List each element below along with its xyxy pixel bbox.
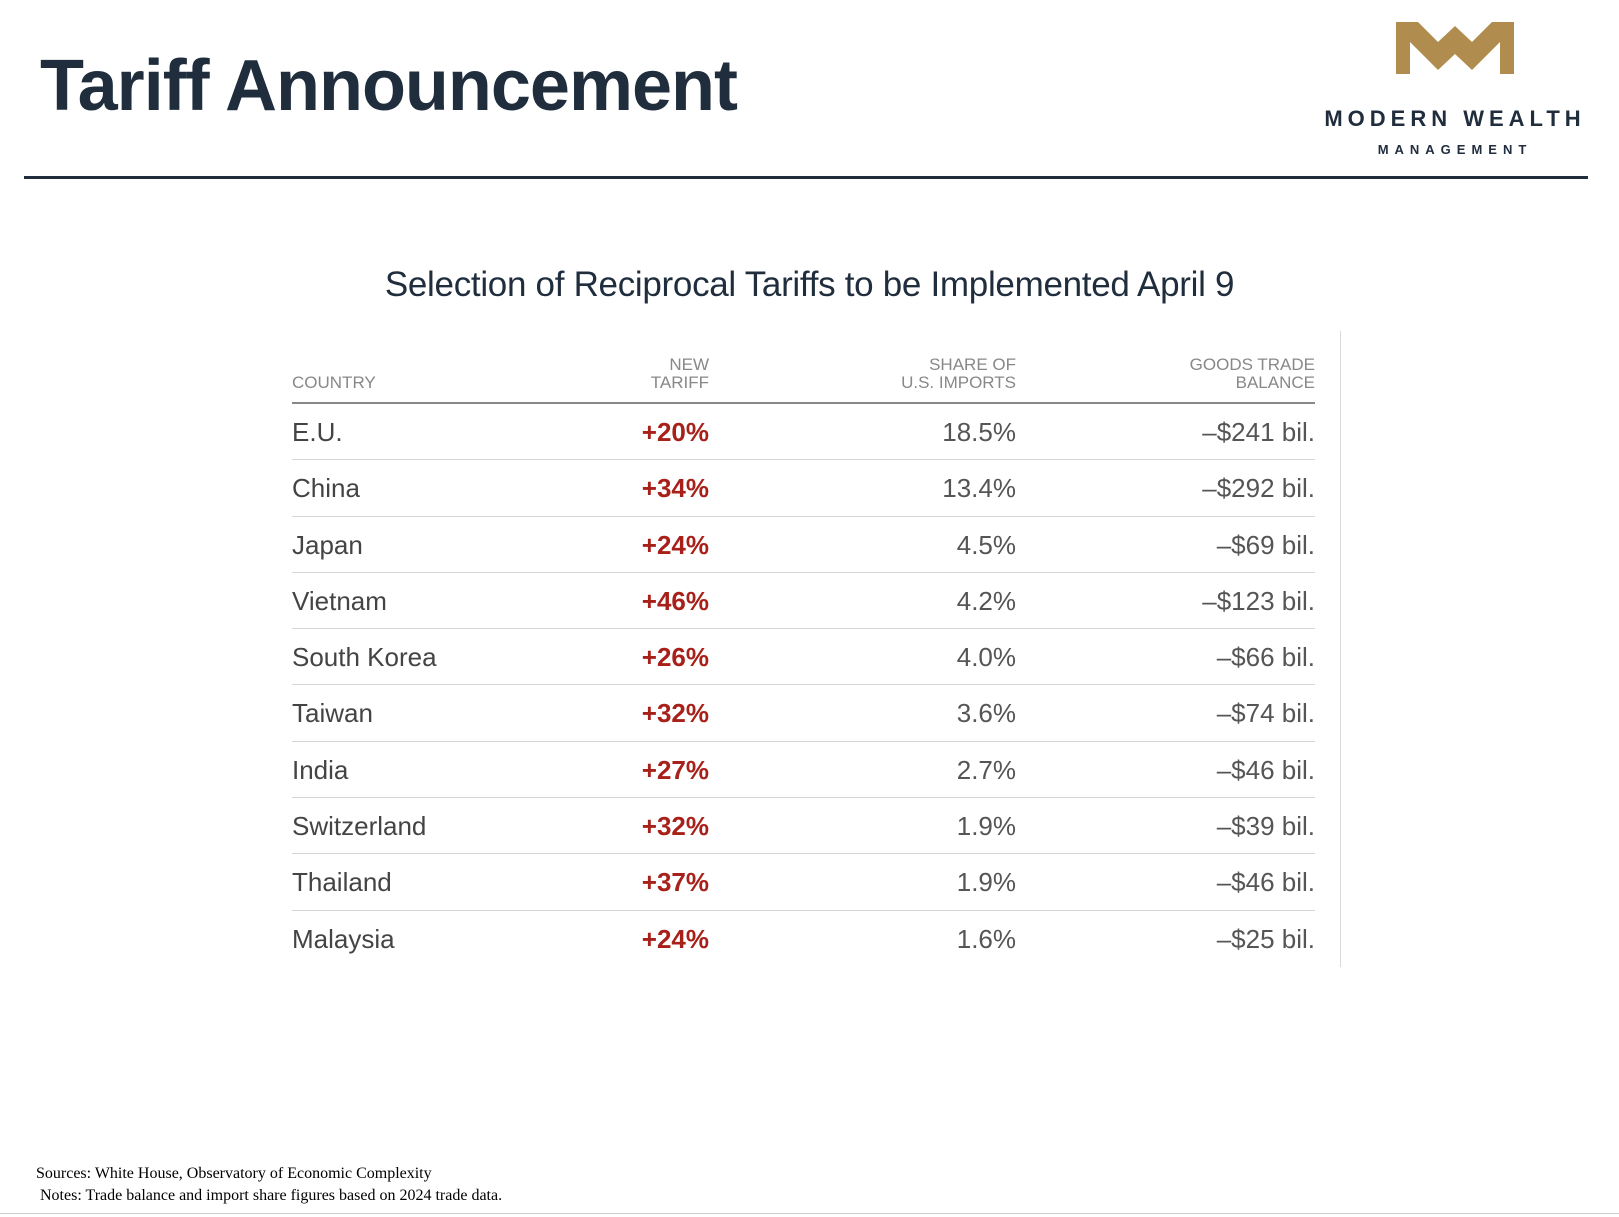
- cell-country: South Korea: [292, 642, 437, 673]
- table-row: China +34% 13.4% –$292 bil.: [292, 460, 1315, 517]
- cell-country: China: [292, 473, 360, 504]
- cell-trade-balance: –$46 bil.: [1216, 867, 1315, 898]
- cell-share-imports: 3.6%: [956, 698, 1016, 729]
- cell-country: India: [292, 754, 349, 785]
- cell-share-imports: 18.5%: [942, 417, 1016, 447]
- cell-share-imports: 1.9%: [956, 811, 1016, 842]
- logo-mark-icon: [1396, 22, 1514, 74]
- cell-trade-balance: –$74 bil.: [1216, 698, 1315, 729]
- cell-trade-balance: –$39 bil.: [1216, 811, 1315, 842]
- cell-new-tariff: +24%: [641, 923, 709, 954]
- cell-country: E.U.: [292, 417, 343, 447]
- cell-new-tariff: +37%: [641, 867, 709, 898]
- header-trade-balance: GOODS TRADE BALANCE: [1155, 356, 1315, 392]
- cell-share-imports: 4.0%: [956, 642, 1016, 673]
- header-share-line2: U.S. IMPORTS: [901, 373, 1016, 392]
- sources-note: Sources: White House, Observatory of Eco…: [36, 1165, 432, 1182]
- cell-country: Japan: [292, 529, 363, 560]
- cell-trade-balance: –$292 bil.: [1202, 473, 1315, 504]
- cell-trade-balance: –$66 bil.: [1216, 642, 1315, 673]
- cell-share-imports: 4.5%: [956, 529, 1016, 560]
- header-balance-line1: GOODS TRADE: [1189, 355, 1315, 374]
- cell-share-imports: 1.6%: [956, 923, 1016, 954]
- cell-country: Thailand: [292, 867, 392, 898]
- cell-new-tariff: +26%: [641, 642, 709, 673]
- table-row: South Korea +26% 4.0% –$66 bil.: [292, 629, 1315, 686]
- page-title: Tariff Announcement: [40, 46, 738, 126]
- header-share-imports: SHARE OF U.S. IMPORTS: [856, 356, 1016, 392]
- table-row: Taiwan +32% 3.6% –$74 bil.: [292, 685, 1315, 742]
- table-row: Vietnam +46% 4.2% –$123 bil.: [292, 573, 1315, 630]
- cell-country: Taiwan: [292, 698, 373, 729]
- logo-text-secondary: MANAGEMENT: [1377, 142, 1533, 157]
- table-title: Selection of Reciprocal Tariffs to be Im…: [384, 265, 1235, 304]
- cell-trade-balance: –$69 bil.: [1216, 529, 1315, 560]
- table-row: India +27% 2.7% –$46 bil.: [292, 742, 1315, 799]
- notes-footnote: Notes: Trade balance and import share fi…: [40, 1187, 503, 1204]
- cell-new-tariff: +20%: [641, 417, 709, 447]
- table-right-border: [1340, 331, 1341, 967]
- table-row: E.U. +20% 18.5% –$241 bil.: [292, 404, 1315, 461]
- logo-text-primary: MODERN WEALTH: [1324, 106, 1586, 131]
- cell-new-tariff: +46%: [641, 585, 709, 616]
- cell-country: Malaysia: [292, 923, 395, 954]
- cell-new-tariff: +32%: [641, 811, 709, 842]
- cell-share-imports: 4.2%: [956, 585, 1016, 616]
- cell-trade-balance: –$241 bil.: [1202, 417, 1315, 447]
- table-body: E.U. +20% 18.5% –$241 bil. China +34% 13.4% –$2…: [292, 404, 1315, 967]
- tariff-table: COUNTRY NEW TARIFF SHARE OF U.S. IMPORTS…: [292, 352, 1315, 967]
- table-row: Japan +24% 4.5% –$69 bil.: [292, 517, 1315, 573]
- header-new-tariff: NEW TARIFF: [569, 356, 709, 392]
- cell-trade-balance: –$25 bil.: [1216, 923, 1315, 954]
- cell-trade-balance: –$123 bil.: [1202, 585, 1315, 616]
- cell-share-imports: 2.7%: [956, 754, 1016, 785]
- company-logo: MODERN WEALTH MANAGEMENT: [1310, 16, 1600, 166]
- cell-share-imports: 1.9%: [956, 867, 1016, 898]
- table-header-row: COUNTRY NEW TARIFF SHARE OF U.S. IMPORTS…: [292, 352, 1315, 404]
- header-share-line1: SHARE OF: [929, 355, 1016, 374]
- header-country: COUNTRY: [292, 373, 376, 392]
- header-new-tariff-line1: NEW: [669, 355, 709, 374]
- cell-country: Switzerland: [292, 811, 427, 842]
- header-new-tariff-line2: TARIFF: [650, 373, 709, 392]
- cell-new-tariff: +32%: [641, 698, 709, 729]
- cell-new-tariff: +24%: [641, 529, 709, 560]
- header-balance-line2: BALANCE: [1235, 373, 1315, 392]
- cell-new-tariff: +27%: [641, 754, 709, 785]
- bottom-divider: [0, 1213, 1619, 1214]
- table-row: Switzerland +32% 1.9% –$39 bil.: [292, 798, 1315, 855]
- table-row: Thailand +37% 1.9% –$46 bil.: [292, 854, 1315, 911]
- cell-share-imports: 13.4%: [942, 473, 1016, 504]
- cell-country: Vietnam: [292, 585, 387, 616]
- header-divider: [24, 176, 1588, 179]
- table-row: Malaysia +24% 1.6% –$25 bil.: [292, 911, 1315, 967]
- cell-trade-balance: –$46 bil.: [1216, 754, 1315, 785]
- cell-new-tariff: +34%: [641, 473, 709, 504]
